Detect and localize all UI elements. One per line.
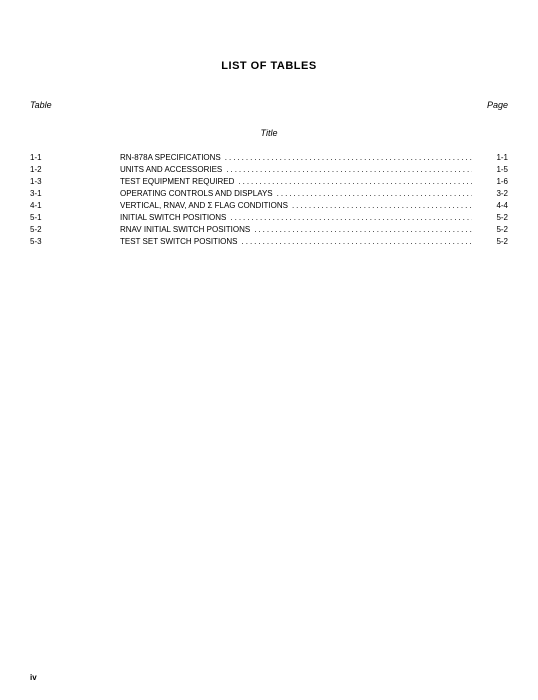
dot-leader: ........................................… <box>277 188 472 200</box>
entry-number: 4-1 <box>30 200 120 212</box>
entry-page: 1-6 <box>472 176 508 188</box>
entry-title: UNITS AND ACCESSORIES <box>120 164 226 176</box>
page: LIST OF TABLES Table Page Title 1-1 RN-8… <box>0 0 538 700</box>
column-header-title: Title <box>30 128 508 138</box>
entries-list: 1-1 RN-878A SPECIFICATIONS .............… <box>30 152 508 248</box>
dot-leader: ........................................… <box>254 224 472 236</box>
entry-number: 1-3 <box>30 176 120 188</box>
entry-number: 5-1 <box>30 212 120 224</box>
column-header-table: Table <box>30 100 52 110</box>
list-heading: LIST OF TABLES <box>30 60 508 72</box>
entry-page: 5-2 <box>472 212 508 224</box>
toc-entry: 5-2 RNAV INITIAL SWITCH POSITIONS ......… <box>30 224 508 236</box>
entry-number: 5-2 <box>30 224 120 236</box>
entry-page: 1-1 <box>472 152 508 164</box>
toc-entry: 5-1 INITIAL SWITCH POSITIONS ...........… <box>30 212 508 224</box>
entry-title: RNAV INITIAL SWITCH POSITIONS <box>120 224 254 236</box>
toc-entry: 4-1 VERTICAL, RNAV, AND Σ FLAG CONDITION… <box>30 200 508 212</box>
entry-number: 5-3 <box>30 236 120 248</box>
entry-page: 4-4 <box>472 200 508 212</box>
column-headers-row: Table Page <box>30 100 508 110</box>
dot-leader: ........................................… <box>242 236 473 248</box>
toc-entry: 1-2 UNITS AND ACCESSORIES ..............… <box>30 164 508 176</box>
entry-number: 1-1 <box>30 152 120 164</box>
dot-leader: ........................................… <box>226 164 472 176</box>
dot-leader: ........................................… <box>225 152 472 164</box>
toc-entry: 3-1 OPERATING CONTROLS AND DISPLAYS ....… <box>30 188 508 200</box>
entry-number: 3-1 <box>30 188 120 200</box>
page-number: iv <box>30 673 37 682</box>
toc-entry: 5-3 TEST SET SWITCH POSITIONS ..........… <box>30 236 508 248</box>
dot-leader: ........................................… <box>238 176 472 188</box>
entry-title: INITIAL SWITCH POSITIONS <box>120 212 230 224</box>
toc-entry: 1-3 TEST EQUIPMENT REQUIRED ............… <box>30 176 508 188</box>
entry-page: 3-2 <box>472 188 508 200</box>
entry-title: TEST EQUIPMENT REQUIRED <box>120 176 238 188</box>
column-header-page: Page <box>487 100 508 110</box>
entry-title: VERTICAL, RNAV, AND Σ FLAG CONDITIONS <box>120 200 292 212</box>
entry-page: 5-2 <box>472 236 508 248</box>
entry-page: 5-2 <box>472 224 508 236</box>
entry-page: 1-5 <box>472 164 508 176</box>
entry-title: TEST SET SWITCH POSITIONS <box>120 236 242 248</box>
toc-entry: 1-1 RN-878A SPECIFICATIONS .............… <box>30 152 508 164</box>
entry-title: OPERATING CONTROLS AND DISPLAYS <box>120 188 277 200</box>
dot-leader: ........................................… <box>230 212 472 224</box>
entry-title: RN-878A SPECIFICATIONS <box>120 152 225 164</box>
dot-leader: ........................................… <box>292 200 472 212</box>
entry-number: 1-2 <box>30 164 120 176</box>
